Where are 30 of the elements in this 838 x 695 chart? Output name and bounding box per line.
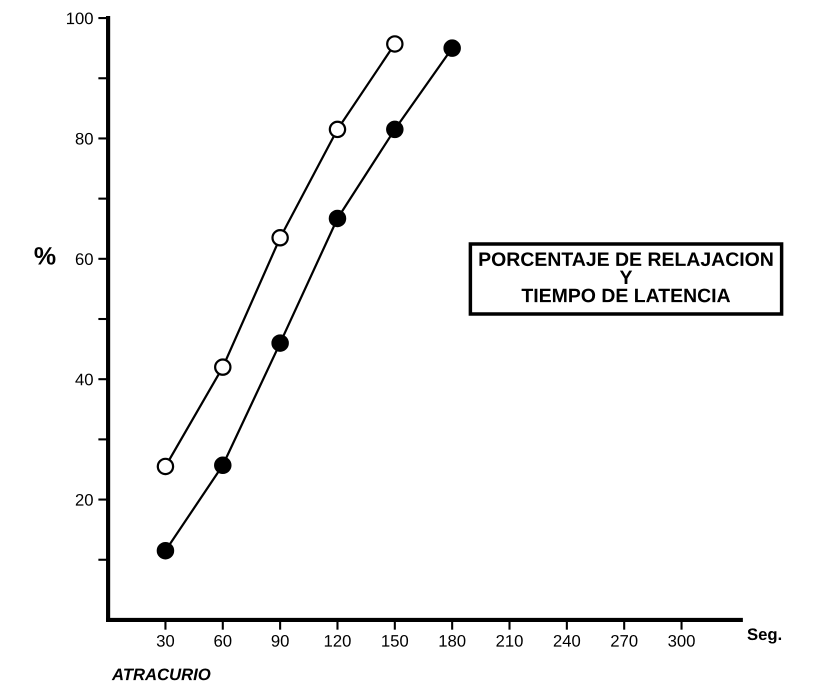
y-tick-label: 60: [76, 253, 93, 266]
annotation: PORCENTAJE DE RELAJACION Y TIEMPO DE LATENCIA: [479, 252, 773, 302]
x-tick-label: 120: [324, 634, 351, 647]
point: [328, 210, 346, 228]
point: [386, 120, 404, 138]
point: [156, 542, 174, 560]
x-tick-label: 60: [214, 634, 232, 647]
x-tick-label: 150: [382, 634, 408, 647]
x-tick-label: 180: [440, 634, 466, 647]
y-tick-label: 20: [76, 494, 93, 506]
point: [271, 229, 289, 246]
x-axis-title: Seg.: [747, 628, 782, 644]
point: [328, 120, 346, 138]
point: [271, 334, 289, 352]
x-tick-label: 90: [272, 634, 289, 647]
x-tick-label: 30: [156, 634, 174, 647]
x-tick-label: 270: [611, 634, 638, 647]
point: [386, 35, 404, 53]
x-tick-label: 210: [496, 634, 523, 647]
y-axis-title: %: [34, 247, 56, 265]
point: [214, 358, 232, 376]
point: [156, 458, 174, 476]
x-tick-label: 300: [668, 634, 695, 647]
point: [214, 456, 232, 474]
y-tick-label: 40: [75, 374, 93, 386]
text: ATRACURIO: [112, 668, 210, 680]
x-tick-label: 240: [554, 634, 580, 647]
y-tick-label: 100: [66, 12, 93, 24]
y-tick-label: 80: [76, 132, 93, 145]
point: [443, 39, 461, 57]
